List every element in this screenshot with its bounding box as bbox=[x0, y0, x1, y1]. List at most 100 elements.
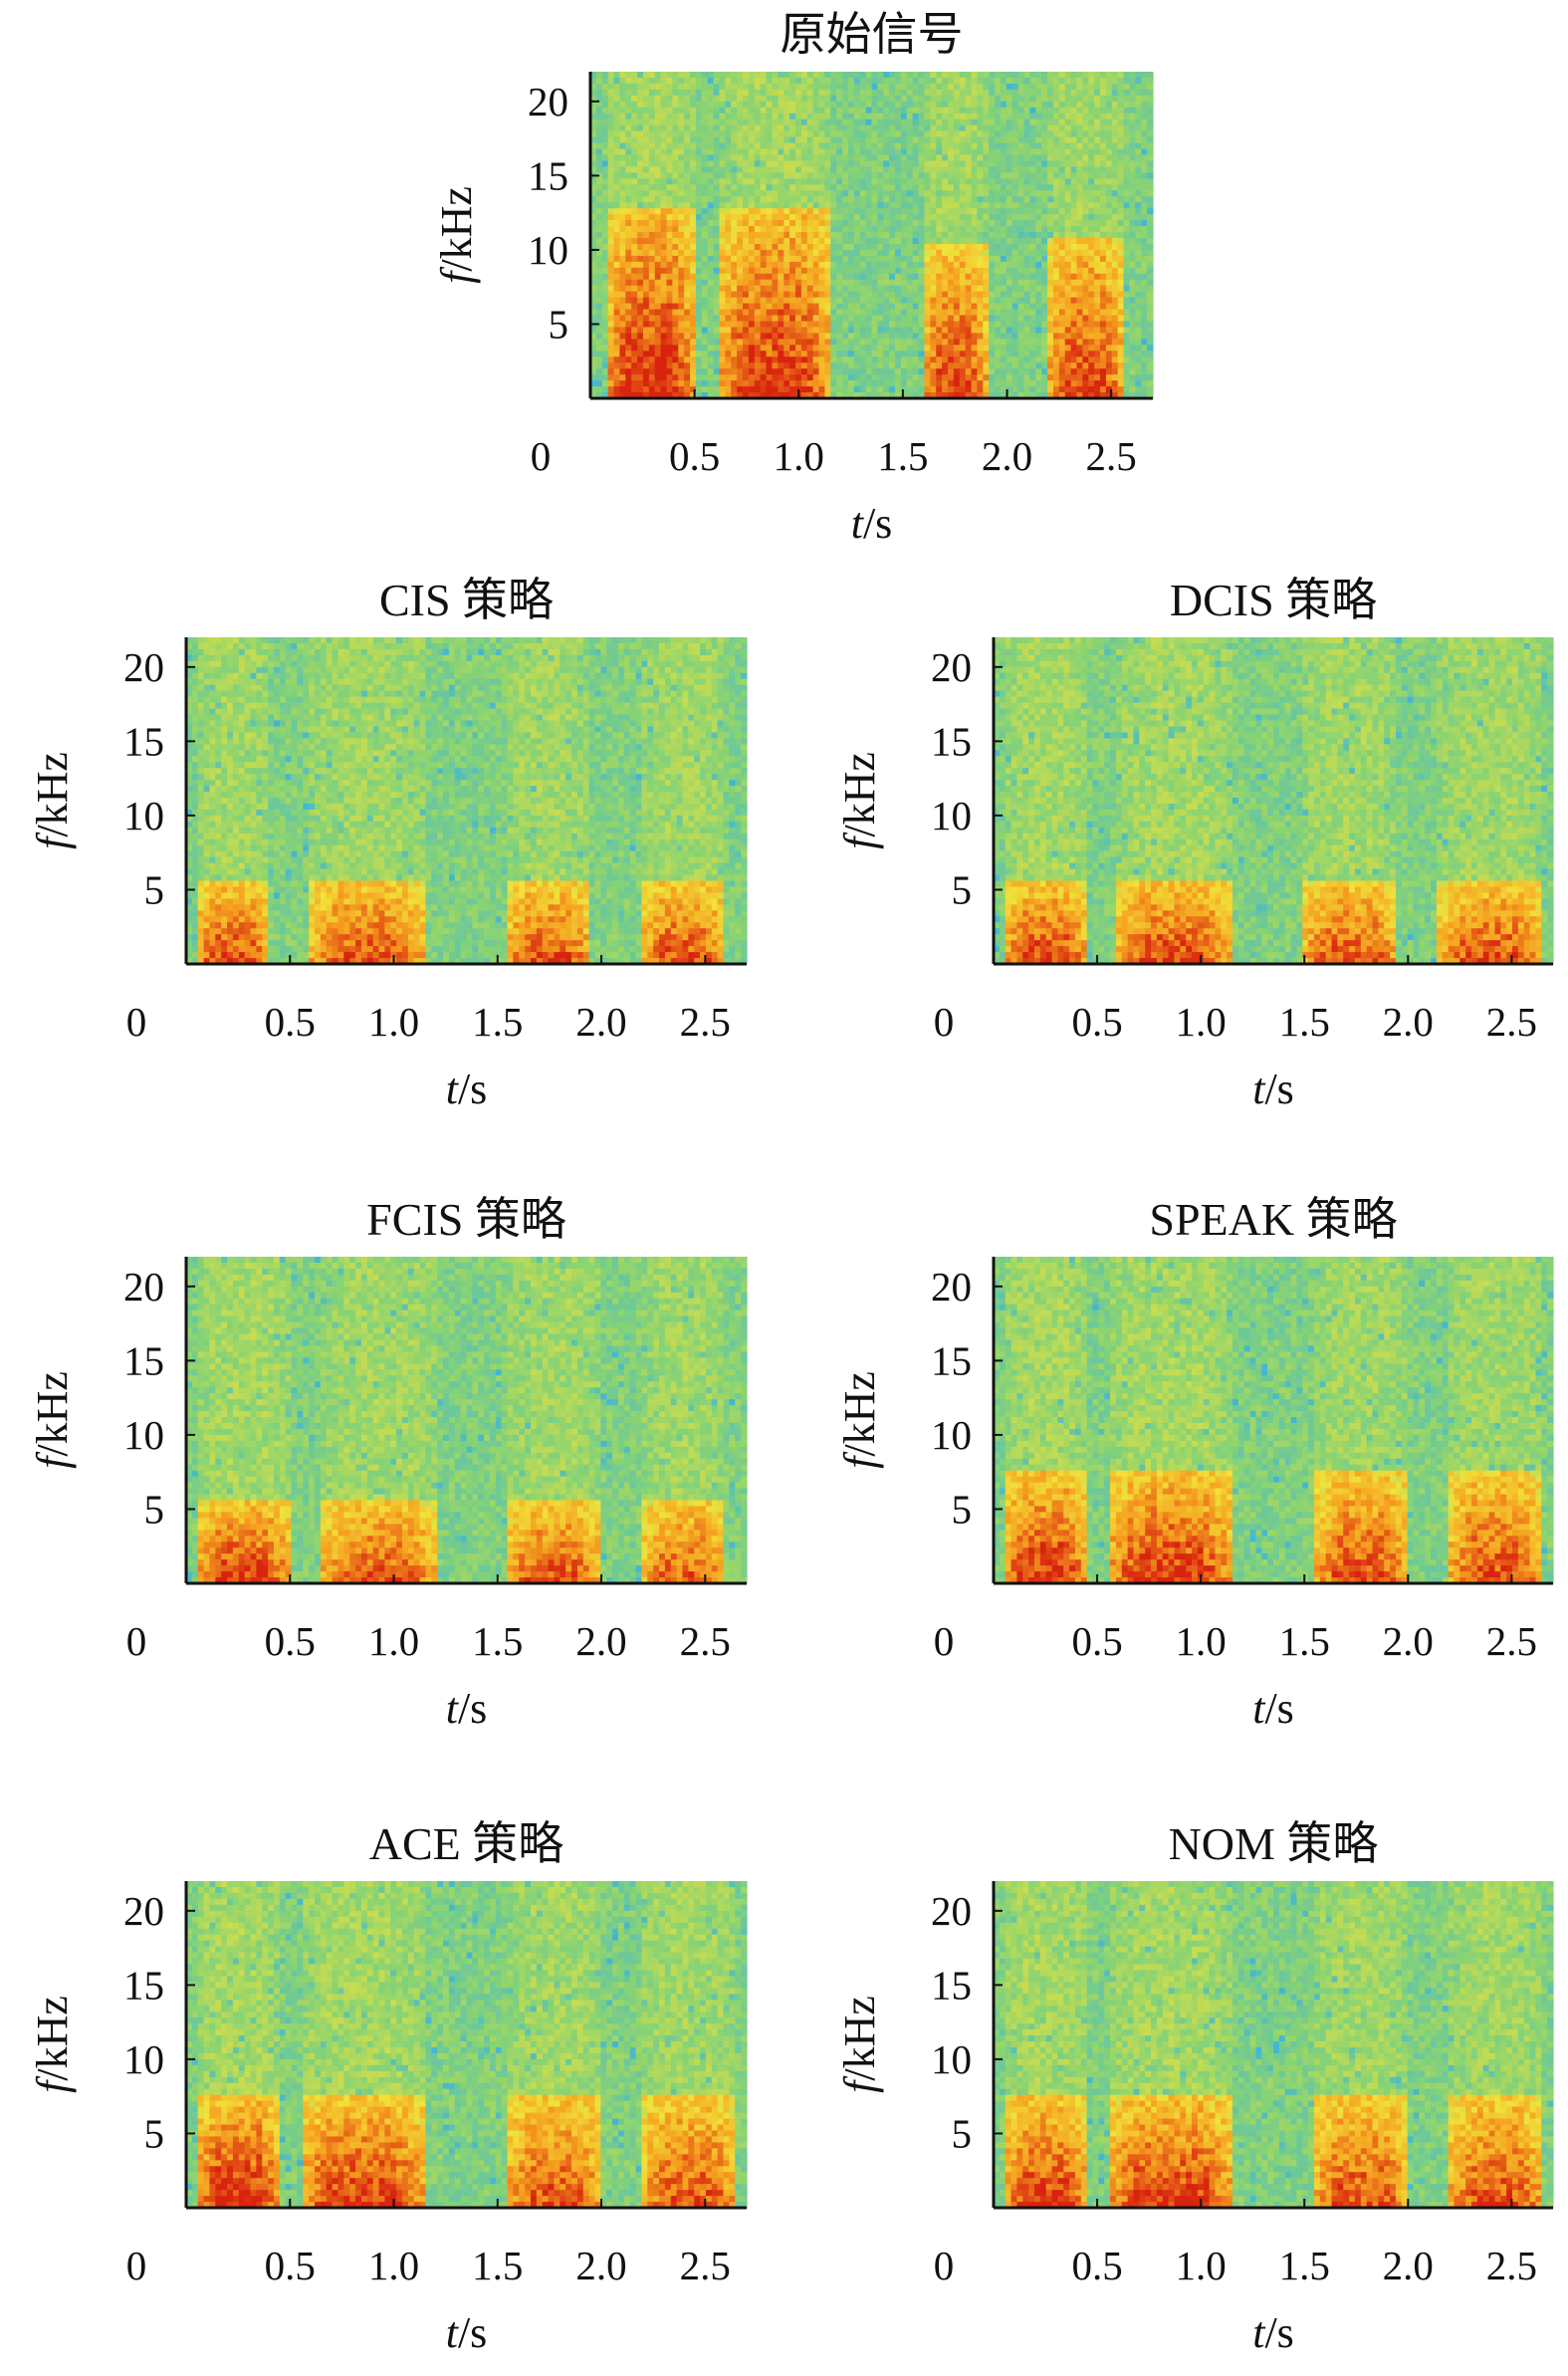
heatmap-cell bbox=[608, 226, 614, 233]
heatmap-cell bbox=[714, 316, 720, 323]
heatmap-cell bbox=[696, 137, 702, 144]
heatmap-cell bbox=[714, 351, 720, 357]
heatmap-cell bbox=[672, 184, 678, 191]
heatmap-cell bbox=[608, 143, 614, 150]
heatmap-cell bbox=[619, 380, 625, 387]
heatmap-cell bbox=[702, 345, 708, 352]
heatmap-cell bbox=[625, 262, 631, 269]
heatmap-cell bbox=[678, 368, 684, 375]
heatmap-cell bbox=[649, 321, 655, 328]
heatmap-cell bbox=[684, 232, 690, 239]
heatmap-cell bbox=[637, 304, 643, 311]
heatmap-cell bbox=[619, 333, 625, 340]
heatmap-cell bbox=[714, 137, 720, 144]
heatmap-cell bbox=[667, 119, 673, 126]
heatmap-cell bbox=[684, 321, 690, 328]
heatmap-cell bbox=[714, 310, 720, 317]
heatmap-cell bbox=[690, 327, 696, 334]
heatmap-cell bbox=[667, 114, 673, 120]
heatmap-cell bbox=[684, 160, 690, 167]
heatmap-cell bbox=[655, 232, 661, 239]
heatmap-cell bbox=[690, 220, 696, 227]
heatmap-cell bbox=[596, 84, 602, 91]
heatmap-cell bbox=[608, 262, 614, 269]
heatmap-cell bbox=[655, 220, 661, 227]
heatmap-cell bbox=[649, 238, 655, 245]
heatmap-cell bbox=[655, 178, 661, 185]
heatmap-cell bbox=[690, 268, 696, 275]
heatmap-cell bbox=[625, 84, 631, 91]
heatmap-cell bbox=[672, 196, 678, 203]
heatmap-cell bbox=[672, 356, 678, 363]
heatmap-cell bbox=[602, 362, 608, 369]
heatmap-cell bbox=[696, 351, 702, 357]
heatmap-cell bbox=[661, 368, 667, 375]
heatmap-cell bbox=[608, 220, 614, 227]
heatmap-cell bbox=[702, 238, 708, 245]
heatmap-cell bbox=[643, 208, 649, 215]
heatmap-cell bbox=[649, 90, 655, 97]
heatmap-cell bbox=[608, 286, 614, 293]
heatmap-cell bbox=[625, 114, 631, 120]
heatmap-cell bbox=[643, 280, 649, 287]
heatmap-cell bbox=[714, 226, 720, 233]
heatmap-cell bbox=[637, 220, 643, 227]
heatmap-cell bbox=[619, 226, 625, 233]
heatmap-cell bbox=[672, 220, 678, 227]
heatmap-cell bbox=[690, 356, 696, 363]
heatmap-cell bbox=[684, 125, 690, 132]
heatmap-cell bbox=[602, 351, 608, 357]
heatmap-cell bbox=[655, 292, 661, 299]
heatmap-cell bbox=[608, 154, 614, 161]
heatmap-cell bbox=[690, 226, 696, 233]
heatmap-cell bbox=[696, 208, 702, 215]
heatmap-cell bbox=[655, 250, 661, 257]
heatmap-cell bbox=[696, 316, 702, 323]
heatmap-cell bbox=[684, 208, 690, 215]
heatmap-cell bbox=[608, 160, 614, 167]
heatmap-cell bbox=[655, 368, 661, 375]
heatmap-cell bbox=[714, 160, 720, 167]
heatmap-cell bbox=[696, 125, 702, 132]
heatmap-cell bbox=[637, 268, 643, 275]
heatmap-cell bbox=[643, 119, 649, 126]
heatmap-cell bbox=[643, 160, 649, 167]
heatmap-cell bbox=[596, 262, 602, 269]
heatmap-cell bbox=[637, 154, 643, 161]
heatmap-cell bbox=[655, 262, 661, 269]
heatmap-cell bbox=[702, 232, 708, 239]
heatmap-cell bbox=[649, 374, 655, 381]
heatmap-cell bbox=[708, 280, 714, 287]
heatmap-cell bbox=[672, 380, 678, 387]
heatmap-cell bbox=[619, 160, 625, 167]
heatmap-cell bbox=[690, 280, 696, 287]
heatmap-cell bbox=[672, 333, 678, 340]
heatmap-cell bbox=[649, 220, 655, 227]
heatmap-cell bbox=[655, 84, 661, 91]
heatmap-cell bbox=[708, 154, 714, 161]
heatmap-cell bbox=[602, 292, 608, 299]
heatmap-cell bbox=[678, 226, 684, 233]
heatmap-cell bbox=[672, 298, 678, 305]
heatmap-cell bbox=[702, 386, 708, 393]
heatmap-cell bbox=[702, 143, 708, 150]
heatmap-cell bbox=[708, 178, 714, 185]
heatmap-cell bbox=[608, 268, 614, 275]
heatmap-cell bbox=[702, 244, 708, 251]
heatmap-cell bbox=[708, 208, 714, 215]
heatmap-cell bbox=[614, 202, 620, 209]
heatmap-cell bbox=[649, 149, 655, 156]
heatmap-cell bbox=[596, 386, 602, 393]
heatmap-cell bbox=[614, 125, 620, 132]
heatmap-cell bbox=[608, 327, 614, 334]
heatmap-cell bbox=[667, 386, 673, 393]
heatmap-cell bbox=[667, 304, 673, 311]
heatmap-cell bbox=[631, 114, 637, 120]
heatmap-cell bbox=[661, 280, 667, 287]
heatmap-cell bbox=[667, 108, 673, 115]
heatmap-cell bbox=[614, 84, 620, 91]
heatmap-cell bbox=[596, 362, 602, 369]
heatmap-cell bbox=[655, 351, 661, 357]
heatmap-cell bbox=[702, 304, 708, 311]
heatmap-cell bbox=[602, 310, 608, 317]
